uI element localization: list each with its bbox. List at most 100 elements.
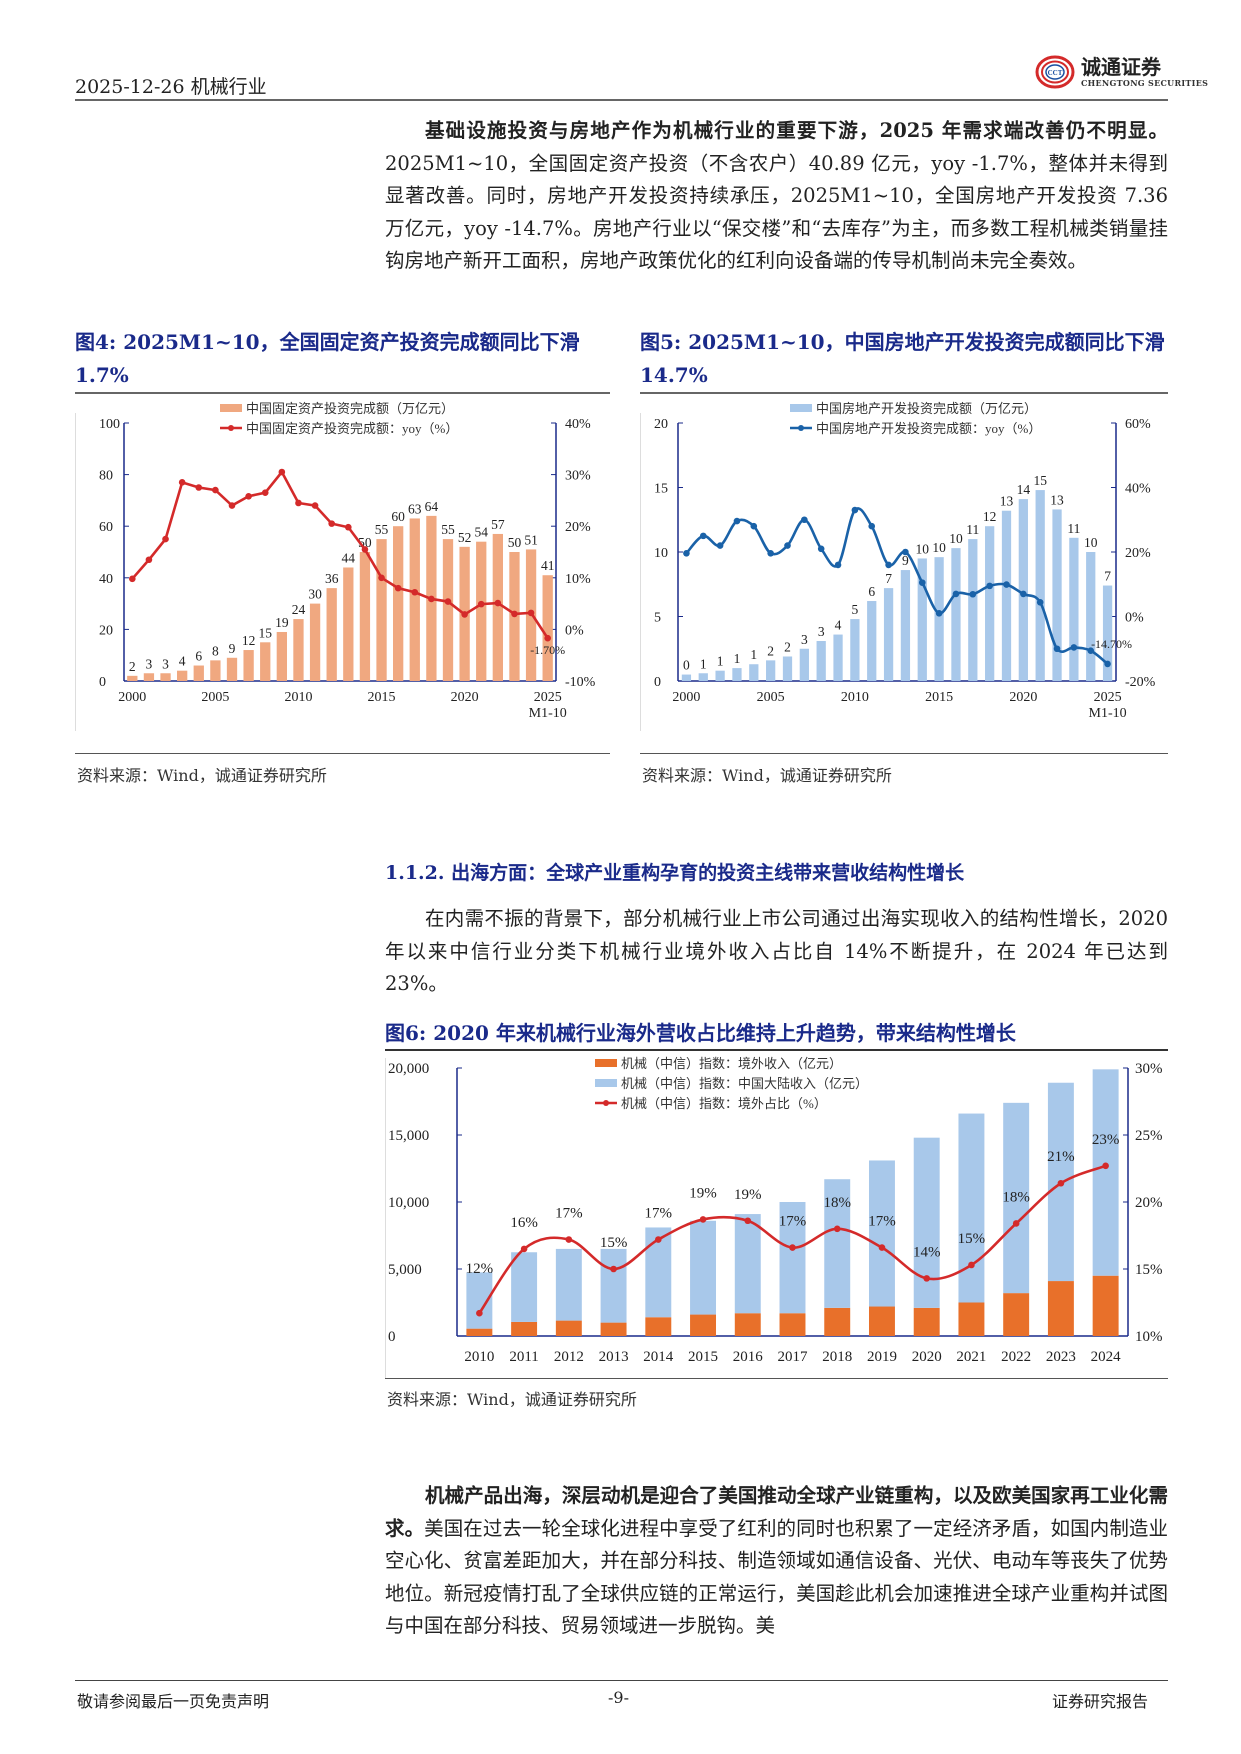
- figure-4-top-rule: [75, 392, 610, 394]
- bar: [799, 648, 809, 681]
- bar: [1018, 499, 1028, 681]
- bar: [681, 674, 692, 681]
- bar: [492, 533, 503, 681]
- figure-6-top-rule: [385, 1049, 1168, 1051]
- line-point: [1102, 1162, 1109, 1170]
- legend-swatch: [790, 404, 812, 412]
- paragraph-body: 2025M1~10，全国固定资产投资（不含农户）40.89 亿元，yoy -1.…: [385, 151, 1168, 273]
- x-tick-label: 2024: [1091, 1349, 1122, 1365]
- bar: [293, 619, 304, 681]
- line-point: [733, 517, 741, 525]
- bar-value-label: 50: [508, 535, 522, 550]
- line-point: [361, 546, 369, 553]
- bar: [968, 539, 978, 681]
- line-value-label: 15%: [600, 1235, 628, 1251]
- line-point: [986, 582, 993, 590]
- x-tick-label: 2015: [925, 690, 953, 705]
- bar: [715, 670, 725, 681]
- line-point: [952, 590, 960, 598]
- bar-value-label: 0: [683, 658, 690, 673]
- y-tick-label-right: 20%: [565, 520, 591, 535]
- bar-value-label: 2: [784, 639, 791, 654]
- y-tick-label-left: 0: [99, 675, 106, 690]
- footer-divider: [75, 1680, 1168, 1681]
- y-tick-label-right: 0%: [565, 623, 584, 638]
- bar-value-label: 6: [868, 584, 875, 599]
- y-tick-label-right: 20%: [1135, 1195, 1163, 1211]
- bar: [393, 526, 404, 681]
- bar: [600, 1322, 627, 1336]
- line-point: [394, 584, 402, 592]
- line-point: [789, 1244, 796, 1251]
- bar-value-label: 9: [229, 641, 236, 656]
- bar-value-label: 51: [524, 532, 538, 547]
- x-tick-label: 2005: [757, 690, 785, 705]
- bar-value-label: 3: [801, 632, 808, 647]
- bar: [690, 1314, 717, 1336]
- bar-value-label: 60: [391, 509, 405, 524]
- line-point: [833, 1225, 841, 1233]
- bar: [867, 601, 877, 681]
- legend-label: 中国固定资产投资完成额：yoy（%）: [246, 421, 458, 436]
- legend-marker: [798, 425, 804, 431]
- line-value-label: 18%: [823, 1195, 851, 1211]
- line-point: [245, 492, 252, 500]
- bar: [913, 1307, 940, 1336]
- x-tick-label: 2022: [1001, 1349, 1031, 1365]
- x-tick-label: 2000: [672, 690, 700, 705]
- bar-value-label: 30: [308, 587, 322, 602]
- bar: [833, 634, 843, 681]
- y-tick-label-left: 80: [99, 469, 113, 484]
- line-point: [610, 1265, 617, 1273]
- bar-value-label: 57: [491, 517, 505, 532]
- line-point: [885, 561, 892, 569]
- bar: [555, 1248, 582, 1321]
- line-value-label: 12%: [466, 1261, 494, 1277]
- bar-value-label: 9: [902, 553, 909, 568]
- line-point: [969, 590, 977, 598]
- bar: [698, 673, 708, 681]
- y-tick-label-left: 20: [99, 623, 113, 638]
- bar: [1003, 1102, 1030, 1294]
- x-tick-label: 2011: [509, 1349, 538, 1365]
- x-tick-label: 2005: [201, 690, 229, 705]
- x-tick-label: 2015: [368, 690, 396, 705]
- line-value-label: 19%: [734, 1187, 762, 1203]
- figure-5-bottom-rule: [640, 753, 1168, 754]
- paragraph-lead: 机械产品出海，深层动机是迎合了美国推动全球产业链重构，以及欧美国家再工业化需求。: [385, 1484, 1168, 1540]
- y-tick-label-right: -20%: [1125, 675, 1156, 690]
- bar: [732, 668, 742, 681]
- line-point: [345, 523, 352, 531]
- bar-value-label: 10: [932, 540, 946, 555]
- y-tick-label-right: 30%: [565, 469, 591, 484]
- bar: [376, 539, 387, 681]
- bar-value-label: 12: [983, 509, 997, 524]
- figure-5-source: 资料来源：Wind，诚通证券研究所: [642, 766, 892, 785]
- bar-value-label: 15: [1033, 473, 1047, 488]
- line-point: [1104, 660, 1111, 668]
- y-tick-label-right: 25%: [1135, 1128, 1163, 1144]
- line-point: [784, 542, 791, 549]
- bar: [951, 548, 961, 681]
- figure-4-title: 图4: 2025M1~10，全国固定资产投资完成额同比下滑 1.7%: [75, 330, 580, 387]
- x-tick-label-extra: M1-10: [529, 706, 567, 721]
- x-tick-label: 2020: [451, 690, 479, 705]
- legend-label: 机械（中信）指数：境外占比（%）: [621, 1096, 827, 1111]
- bar: [1003, 1293, 1030, 1336]
- bar: [1069, 537, 1079, 681]
- line-point: [162, 535, 169, 543]
- bar: [555, 1320, 582, 1336]
- line-last-label: -1.70%: [530, 643, 565, 657]
- legend-swatch: [595, 1059, 617, 1067]
- bar-value-label: 63: [408, 501, 422, 516]
- x-tick-label: 2000: [118, 690, 146, 705]
- y-tick-label-right: 30%: [1135, 1061, 1163, 1077]
- bar: [309, 603, 321, 681]
- line-value-label: 17%: [779, 1214, 807, 1230]
- bar-value-label: 10: [949, 531, 963, 546]
- line-point: [212, 486, 219, 494]
- bar-value-label: 4: [835, 618, 842, 633]
- bar: [868, 1160, 895, 1307]
- bar-value-label: 12: [242, 633, 256, 648]
- bar-value-label: 1: [717, 654, 724, 669]
